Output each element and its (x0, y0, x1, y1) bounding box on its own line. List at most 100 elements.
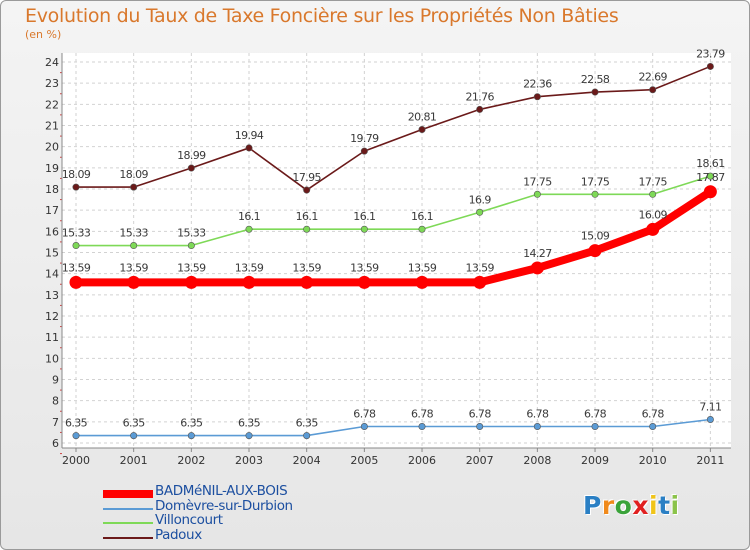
data-label: 13.59 (62, 261, 91, 274)
data-label: 18.09 (62, 168, 91, 181)
data-point (533, 190, 541, 198)
y-tick-label: 9 (52, 374, 59, 387)
data-label: 19.94 (235, 129, 264, 142)
data-point (127, 275, 141, 289)
data-point (303, 432, 311, 440)
chart-title: Evolution du Taux de Taxe Foncière sur l… (25, 5, 619, 27)
data-label: 22.36 (523, 78, 552, 91)
x-tick-label: 2001 (120, 454, 148, 467)
data-label: 17.75 (523, 175, 552, 188)
data-point (187, 432, 195, 440)
data-point (646, 222, 660, 236)
data-point (476, 422, 484, 430)
data-point (360, 225, 368, 233)
data-label: 6.35 (238, 417, 261, 430)
data-label: 21.76 (465, 90, 494, 103)
x-tick-label: 2010 (639, 454, 667, 467)
data-point (303, 225, 311, 233)
series-line (75, 175, 712, 247)
data-point (649, 190, 657, 198)
data-point (300, 275, 314, 289)
data-point (533, 93, 541, 101)
data-label: 13.59 (235, 261, 264, 274)
data-label: 13.59 (465, 261, 494, 274)
data-label: 14.27 (523, 247, 552, 260)
legend-label: Domèvre-sur-Durbion (155, 497, 293, 514)
y-tick-label: 12 (45, 310, 59, 323)
data-point (130, 242, 138, 250)
data-label: 6.78 (642, 407, 665, 420)
data-label: 15.33 (177, 227, 206, 240)
x-tick-label: 2007 (466, 454, 494, 467)
data-label: 16.1 (296, 210, 318, 223)
x-tick-label: 2002 (177, 454, 205, 467)
data-point (476, 208, 484, 216)
data-point (706, 416, 714, 424)
data-point (415, 275, 429, 289)
y-tick-label: 7 (52, 416, 59, 429)
data-point (533, 422, 541, 430)
data-point (69, 275, 83, 289)
y-tick-label: 16 (45, 225, 59, 238)
data-label: 7.11 (699, 401, 721, 414)
series-line (75, 65, 712, 191)
legend-label: Padoux (155, 526, 202, 543)
data-point (649, 86, 657, 94)
data-label: 17.95 (292, 171, 321, 184)
data-label: 17.75 (638, 175, 667, 188)
data-label: 6.78 (469, 407, 492, 420)
data-label: 13.59 (119, 261, 148, 274)
data-point (130, 432, 138, 440)
data-label: 16.09 (638, 208, 667, 221)
data-label: 15.09 (581, 230, 610, 243)
data-point (706, 62, 714, 70)
legend-swatch (103, 522, 153, 524)
data-label: 16.1 (353, 210, 375, 223)
series-line (72, 187, 715, 287)
data-label: 13.59 (292, 261, 321, 274)
data-point (473, 275, 487, 289)
legend-label: BADMéNIL-AUX-BOIS (155, 483, 288, 499)
x-tick-label: 2009 (581, 454, 609, 467)
data-point (703, 185, 717, 199)
data-point (72, 242, 80, 250)
series-line (75, 418, 712, 437)
data-label: 13.59 (408, 261, 437, 274)
data-point (418, 225, 426, 233)
data-label: 6.35 (296, 417, 319, 430)
data-point (418, 126, 426, 134)
y-tick-label: 19 (45, 162, 59, 175)
data-point (245, 225, 253, 233)
y-tick-label: 14 (45, 268, 59, 281)
data-label: 16.9 (469, 193, 492, 206)
data-point (591, 190, 599, 198)
data-label: 19.79 (350, 132, 379, 145)
data-point (649, 422, 657, 430)
data-point (588, 244, 602, 258)
data-label: 23.79 (696, 47, 725, 60)
data-point (591, 422, 599, 430)
data-point (245, 144, 253, 152)
data-label: 17.87 (696, 171, 725, 184)
data-label: 6.78 (411, 407, 434, 420)
x-tick-label: 2003 (235, 454, 263, 467)
data-point (418, 422, 426, 430)
y-tick-label: 24 (45, 56, 59, 69)
data-label: 6.35 (180, 417, 203, 430)
data-label: 13.59 (177, 261, 206, 274)
data-label: 18.61 (696, 157, 725, 170)
data-label: 6.35 (123, 417, 146, 430)
data-label: 6.78 (353, 407, 376, 420)
data-label: 6.78 (584, 407, 607, 420)
data-label: 15.33 (62, 227, 91, 240)
y-tick-label: 22 (45, 98, 59, 111)
data-point (360, 147, 368, 155)
data-label: 15.33 (119, 227, 148, 240)
y-tick-label: 11 (45, 331, 59, 344)
data-label: 13.59 (350, 261, 379, 274)
y-tick-label: 13 (45, 289, 59, 302)
legend-swatch (103, 536, 153, 539)
y-tick-label: 23 (45, 77, 59, 90)
